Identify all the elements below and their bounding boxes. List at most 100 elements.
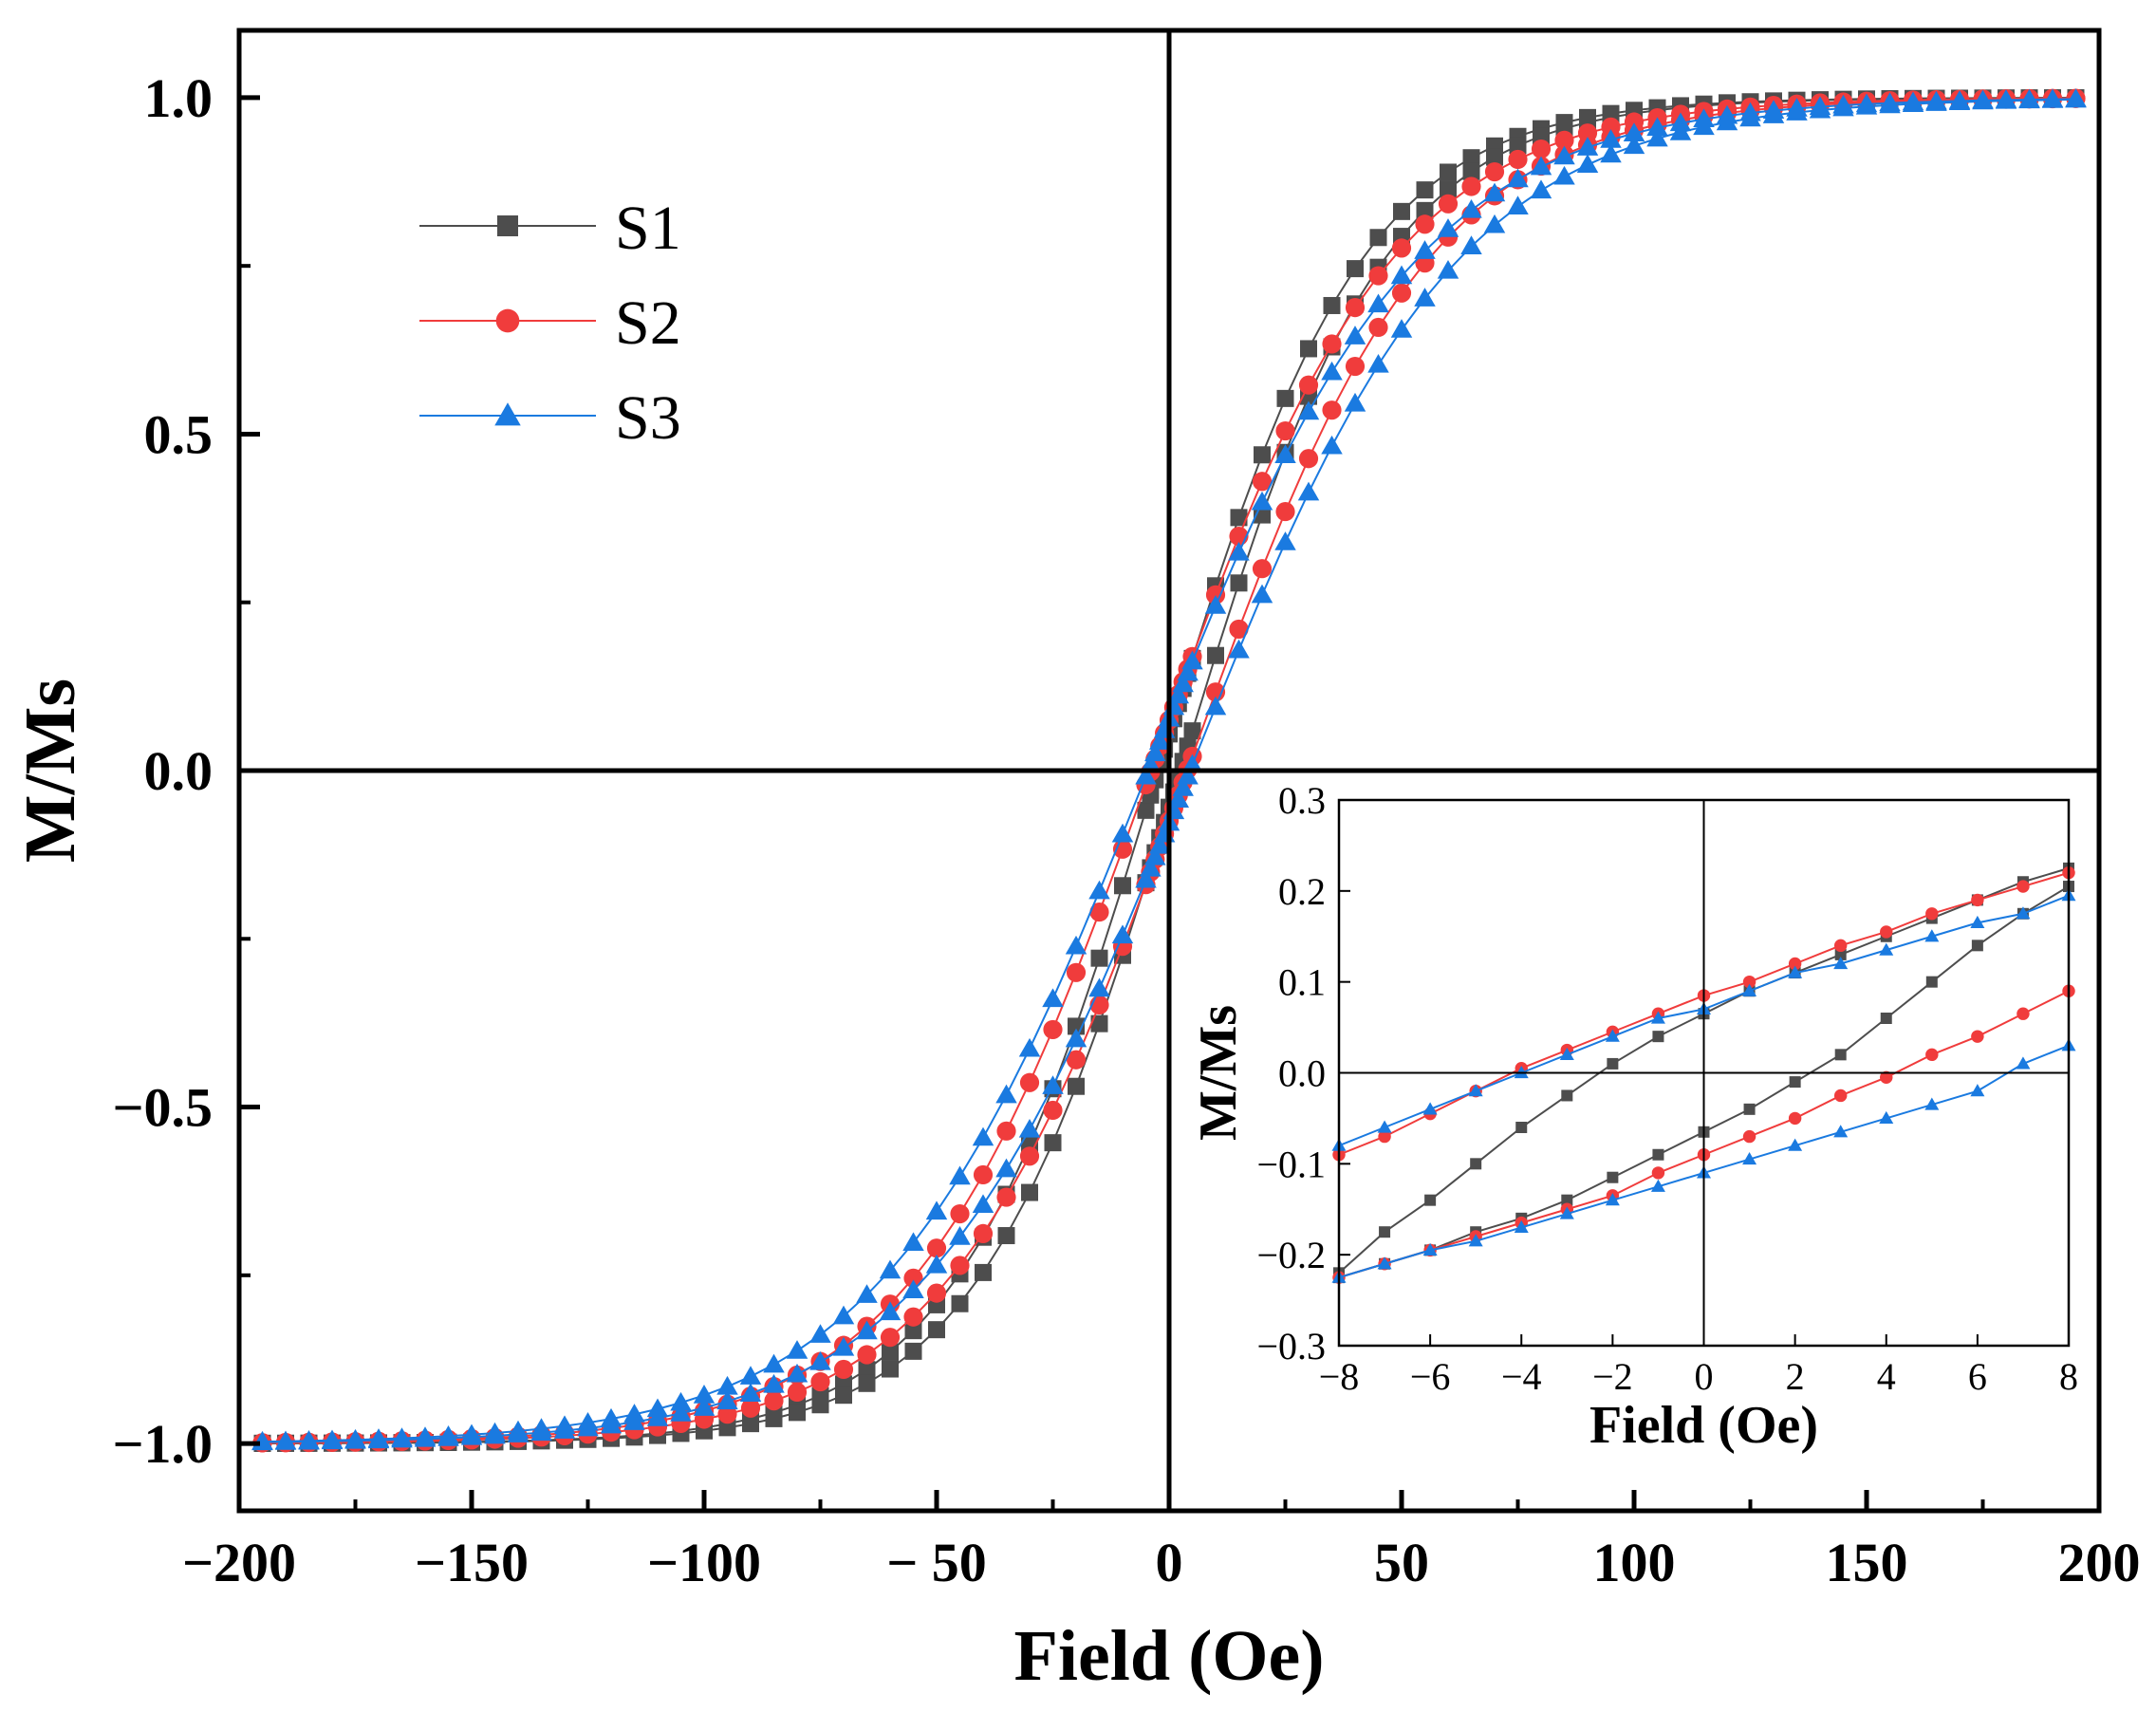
inset-data-point	[1742, 1129, 1756, 1144]
legend-marker-s1	[497, 215, 518, 236]
data-point	[1553, 165, 1575, 185]
data-point	[857, 1345, 877, 1365]
inset-data-point	[1925, 976, 1938, 988]
data-point	[1972, 90, 1994, 110]
data-point	[1144, 742, 1166, 762]
data-point	[484, 1424, 506, 1444]
data-point	[2018, 89, 2040, 109]
data-point	[739, 1383, 762, 1403]
main-y-axis-title: M/Ms	[10, 679, 90, 863]
data-point	[1148, 834, 1171, 854]
inset-data-point	[1880, 925, 1893, 939]
inset-data-point	[1924, 1097, 1940, 1110]
data-point	[789, 1404, 806, 1422]
inset-data-point	[1605, 1193, 1620, 1206]
data-point	[1716, 111, 1738, 131]
data-point	[1507, 168, 1529, 188]
data-point	[1367, 293, 1389, 313]
data-point	[1228, 541, 1250, 561]
inset-data-point	[1970, 1084, 1985, 1097]
data-point	[1576, 137, 1599, 156]
data-point	[1043, 1100, 1063, 1121]
main-x-axis-title: Field (Oe)	[1013, 1616, 1324, 1696]
inset-data-point	[1788, 1138, 1803, 1151]
data-point	[973, 1164, 994, 1185]
inset-x-tick-label: −2	[1592, 1355, 1633, 1398]
inset-data-point	[1833, 1125, 1849, 1138]
inset-data-point	[1424, 1194, 1437, 1206]
data-point	[2065, 88, 2087, 108]
data-point	[1416, 181, 1434, 199]
data-point	[880, 1328, 901, 1348]
data-point	[1167, 684, 1190, 704]
inset-data-point	[1742, 975, 1756, 989]
data-point	[950, 1203, 970, 1224]
data-point	[1460, 198, 1482, 218]
inset-data-point	[1379, 1226, 1391, 1238]
data-point	[1879, 94, 1901, 114]
inset-data-point	[1833, 1089, 1848, 1103]
data-point	[367, 1429, 390, 1449]
data-point	[553, 1420, 576, 1439]
legend-marker-s3	[494, 402, 521, 426]
series-s3	[251, 88, 2087, 1451]
data-point	[1042, 1075, 1064, 1094]
data-point	[460, 1425, 483, 1445]
main-x-tick-label: − 50	[886, 1532, 987, 1593]
legend-label-s1: S1	[615, 194, 681, 263]
data-point	[1297, 481, 1320, 501]
inset-x-tick-label: 2	[1786, 1355, 1805, 1398]
data-point	[1021, 1183, 1038, 1201]
inset-data-point	[1422, 1242, 1438, 1256]
data-point	[904, 1342, 922, 1360]
inset-x-axis-title: Field (Oe)	[1589, 1396, 1818, 1455]
data-point	[1205, 585, 1226, 605]
data-point	[809, 1350, 831, 1370]
data-point	[1019, 1146, 1040, 1166]
data-point	[1369, 229, 1387, 247]
inset-data-point	[1515, 1122, 1528, 1133]
data-point	[1438, 194, 1459, 214]
inset-data-point	[1789, 1076, 1801, 1089]
data-point	[1367, 353, 1389, 373]
data-point	[1646, 117, 1668, 137]
inset-data-point	[1743, 1103, 1756, 1115]
main-x-tick-label: −200	[182, 1532, 296, 1593]
inset-data-point	[1652, 1148, 1664, 1161]
data-point	[1462, 162, 1480, 180]
data-point	[740, 1398, 761, 1418]
data-point	[1391, 238, 1412, 258]
data-point	[833, 1359, 854, 1380]
data-point	[391, 1428, 413, 1448]
data-point	[1669, 121, 1692, 140]
data-point	[1345, 298, 1366, 318]
data-point	[1137, 801, 1155, 819]
inset-data-point	[2016, 1056, 2031, 1070]
data-point	[975, 1263, 992, 1281]
inset-x-tick-label: 0	[1695, 1355, 1714, 1398]
inset-data-point	[1605, 1029, 1620, 1042]
main-y-tick-label: −1.0	[112, 1413, 213, 1475]
data-point	[1832, 97, 1854, 117]
data-point	[1344, 392, 1366, 412]
data-point	[1507, 195, 1529, 214]
data-point	[925, 1254, 948, 1274]
main-x-tick-label: 150	[1826, 1532, 1908, 1593]
data-point	[949, 1165, 971, 1185]
data-point	[1390, 319, 1413, 338]
data-point	[949, 1226, 971, 1245]
inset-x-tick-label: 8	[2059, 1355, 2078, 1398]
data-point	[1323, 296, 1341, 314]
data-point	[1393, 202, 1410, 220]
data-point	[1204, 696, 1227, 716]
data-point	[1251, 491, 1273, 511]
data-point	[926, 1283, 947, 1303]
data-point	[1300, 340, 1317, 358]
data-point	[764, 1391, 784, 1411]
data-point	[414, 1427, 437, 1447]
data-point	[786, 1340, 808, 1359]
data-point	[882, 1360, 899, 1378]
data-point	[1298, 375, 1319, 395]
data-point	[1345, 356, 1366, 377]
